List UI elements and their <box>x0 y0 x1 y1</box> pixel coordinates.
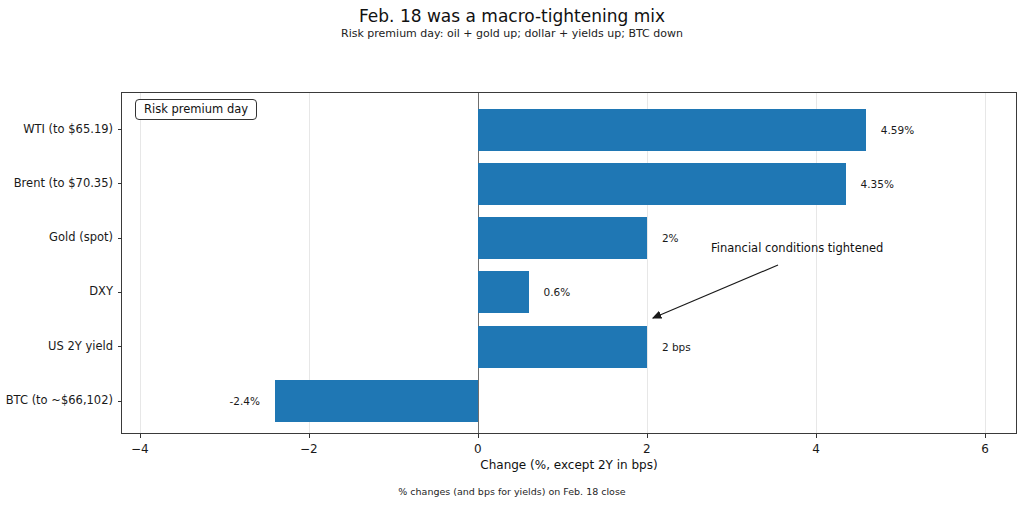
x-tick-mark <box>985 434 986 438</box>
bar-wti-to-65-19 <box>478 109 866 151</box>
bar-us-2y-yield <box>478 326 647 368</box>
gridline <box>985 93 986 433</box>
x-tick-label: 0 <box>474 442 482 456</box>
y-tick-mark <box>118 183 122 184</box>
chart-title: Feb. 18 was a macro-tightening mix <box>0 6 1024 26</box>
y-tick-mark <box>118 292 122 293</box>
legend-risk-premium-day: Risk premium day <box>135 99 257 120</box>
plot-area: Financial conditions tightened Risk prem… <box>121 92 1017 434</box>
bar-brent-to-70-35 <box>478 163 846 205</box>
x-tick-label: 2 <box>643 442 651 456</box>
bar-dxy <box>478 271 529 313</box>
y-tick-mark <box>118 129 122 130</box>
footer-caption: % changes (and bps for yields) on Feb. 1… <box>0 486 1024 497</box>
x-tick-label: 4 <box>812 442 820 456</box>
bar-value-label: 4.35% <box>861 178 894 190</box>
annotation-label: Financial conditions tightened <box>711 241 883 255</box>
figure: Feb. 18 was a macro-tightening mix Risk … <box>0 0 1024 505</box>
y-tick-mark <box>118 238 122 239</box>
x-tick-label: 6 <box>981 442 989 456</box>
bar-value-label: 4.59% <box>881 124 914 136</box>
y-axis-label: DXY <box>0 284 113 298</box>
y-axis-label: BTC (to ~$66,102) <box>0 393 113 407</box>
bar-value-label: 2 bps <box>662 341 691 353</box>
chart-subtitle: Risk premium day: oil + gold up; dollar … <box>0 27 1024 40</box>
y-axis-label: Brent (to $70.35) <box>0 176 113 190</box>
bar-value-label: -2.4% <box>230 395 260 407</box>
bar-value-label: 0.6% <box>544 286 571 298</box>
x-tick-mark <box>140 434 141 438</box>
y-axis-labels: WTI (to $65.19) Brent (to $70.35) Gold (sp… <box>0 92 113 434</box>
y-tick-mark <box>118 346 122 347</box>
y-axis-label: WTI (to $65.19) <box>0 122 113 136</box>
y-axis-label: Gold (spot) <box>0 230 113 244</box>
y-tick-mark <box>118 401 122 402</box>
x-tick-mark <box>478 434 479 438</box>
bar-btc-to-66-102 <box>275 380 478 422</box>
x-tick-mark <box>816 434 817 438</box>
bar-value-label: 2% <box>662 232 679 244</box>
x-tick-label: −4 <box>131 442 149 456</box>
x-tick-mark <box>309 434 310 438</box>
gridline <box>140 93 141 433</box>
y-axis-label: US 2Y yield <box>0 339 113 353</box>
bar-gold-spot <box>478 217 647 259</box>
x-axis-title: Change (%, except 2Y in bps) <box>121 458 1017 472</box>
x-tick-mark <box>647 434 648 438</box>
x-tick-label: −2 <box>300 442 318 456</box>
